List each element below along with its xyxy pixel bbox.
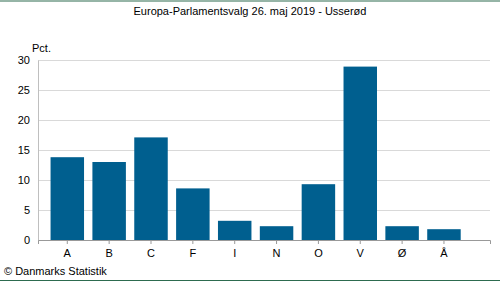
x-tick: B xyxy=(105,240,112,259)
x-tick-label: I xyxy=(233,247,236,259)
x-tick: Å xyxy=(440,240,448,259)
x-tick-label: Ø xyxy=(398,247,407,259)
source: © Danmarks Statistik xyxy=(4,265,107,277)
x-axis: ABCFINOVØÅ xyxy=(39,240,491,259)
bar xyxy=(92,162,125,240)
y-tick: 10 xyxy=(18,174,38,186)
x-tick-mark xyxy=(443,240,444,244)
bar xyxy=(218,221,251,240)
y-tick-label: 10 xyxy=(18,174,30,186)
bars xyxy=(51,67,461,240)
top-rule xyxy=(0,1,500,2)
y-tick: 20 xyxy=(18,114,38,126)
x-tick-mark xyxy=(192,240,193,244)
x-tick: C xyxy=(147,240,155,259)
grid-line xyxy=(38,90,490,91)
y-tick-label: 30 xyxy=(18,54,30,66)
x-tick-mark xyxy=(109,240,110,244)
x-tick: Ø xyxy=(398,240,407,259)
y-tick: 0 xyxy=(24,234,38,246)
grid-line xyxy=(38,150,490,151)
x-tick-label: O xyxy=(314,247,323,259)
title: Europa-Parlamentsvalg 26. maj 2019 - Uss… xyxy=(134,5,367,17)
y-tick: 25 xyxy=(18,84,38,96)
y-tick-label: 20 xyxy=(18,114,30,126)
bar xyxy=(344,67,377,240)
y-tick: 5 xyxy=(24,204,38,216)
x-tick: F xyxy=(189,240,196,259)
x-tick: I xyxy=(233,240,236,259)
y-label: Pct. xyxy=(32,42,51,54)
x-tick-mark xyxy=(360,240,361,244)
x-tick-mark xyxy=(402,240,403,244)
bar xyxy=(427,229,460,240)
x-tick: V xyxy=(357,240,365,259)
bar xyxy=(260,226,293,240)
x-tick-mark xyxy=(151,240,152,244)
x-tick-label: N xyxy=(273,247,281,259)
y-tick-label: 5 xyxy=(24,204,30,216)
grid-line xyxy=(38,120,490,121)
bar xyxy=(51,157,84,240)
y-tick: 15 xyxy=(18,144,38,156)
bar xyxy=(176,188,209,240)
x-tick-mark xyxy=(67,240,68,244)
bar xyxy=(134,137,167,240)
y-tick-label: 0 xyxy=(24,234,30,246)
chart: Europa-Parlamentsvalg 26. maj 2019 - Uss… xyxy=(0,0,500,282)
bottom-rule xyxy=(0,280,500,281)
y-axis: 0 5 10 15 20 25 30 xyxy=(18,54,39,246)
x-tick: O xyxy=(314,240,323,259)
x-axis-line xyxy=(39,241,491,245)
y-tick-label: 15 xyxy=(18,144,30,156)
y-tick-label: 25 xyxy=(18,84,30,96)
x-tick-label: F xyxy=(189,247,196,259)
x-tick-label: Å xyxy=(440,247,448,259)
grid xyxy=(38,61,490,241)
y-axis-line xyxy=(38,61,39,241)
x-tick: A xyxy=(64,240,72,259)
x-tick-mark xyxy=(276,240,277,244)
bar xyxy=(302,184,335,240)
x-tick-label: B xyxy=(105,247,112,259)
x-tick-label: A xyxy=(64,247,72,259)
x-tick-mark xyxy=(318,240,319,244)
y-tick: 30 xyxy=(18,54,38,66)
bar xyxy=(385,226,418,240)
grid-line xyxy=(38,60,490,61)
x-tick-label: V xyxy=(357,247,365,259)
x-tick: N xyxy=(273,240,281,259)
x-tick-mark xyxy=(234,240,235,244)
x-tick-label: C xyxy=(147,247,155,259)
